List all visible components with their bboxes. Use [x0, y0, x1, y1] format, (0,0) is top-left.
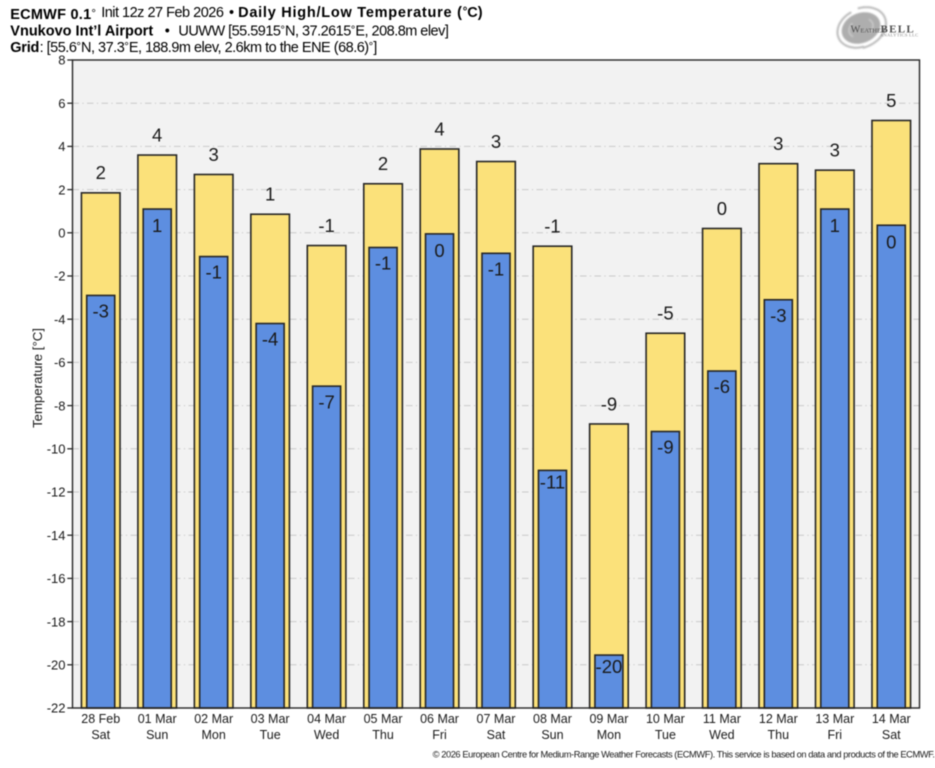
svg-text:05 Mar: 05 Mar [364, 712, 403, 726]
svg-text:0: 0 [717, 198, 727, 219]
svg-text:1: 1 [152, 215, 162, 236]
svg-text:ECMWF 0.1°Init 12z 27 Feb 2026: ECMWF 0.1° Init 12z 27 Feb 2026 • Daily Hi… [10, 5, 483, 23]
svg-text:-4: -4 [262, 329, 278, 350]
svg-text:Fri: Fri [432, 728, 447, 742]
svg-text:-22: -22 [47, 701, 66, 716]
svg-text:-18: -18 [47, 614, 66, 629]
svg-text:0: 0 [58, 226, 65, 241]
svg-text:4: 4 [434, 118, 444, 139]
svg-text:-16: -16 [47, 571, 66, 586]
svg-text:3: 3 [830, 139, 840, 160]
svg-text:4: 4 [152, 124, 162, 145]
svg-text:Temperature [°C]: Temperature [°C] [30, 328, 45, 428]
svg-text:BELL: BELL [881, 24, 916, 36]
svg-text:03 Mar: 03 Mar [251, 712, 290, 726]
svg-text:04 Mar: 04 Mar [307, 712, 346, 726]
svg-text:Sun: Sun [541, 728, 563, 742]
svg-text:-8: -8 [54, 398, 66, 413]
svg-text:10 Mar: 10 Mar [646, 712, 685, 726]
svg-text:-4: -4 [54, 312, 66, 327]
svg-text:-20: -20 [47, 658, 66, 673]
svg-text:Sat: Sat [882, 728, 901, 742]
svg-text:1: 1 [265, 184, 275, 205]
svg-text:12 Mar: 12 Mar [759, 712, 798, 726]
svg-text:-2: -2 [54, 269, 66, 284]
svg-text:-1: -1 [318, 215, 334, 236]
svg-text:-20: -20 [596, 656, 623, 677]
svg-text:-1: -1 [488, 258, 504, 279]
svg-text:-1: -1 [205, 262, 221, 283]
svg-text:Fri: Fri [828, 728, 843, 742]
svg-text:ANALYTICS LLC: ANALYTICS LLC [880, 32, 919, 37]
svg-text:4: 4 [58, 139, 65, 154]
svg-text:Wed: Wed [709, 728, 735, 742]
svg-text:-6: -6 [714, 376, 730, 397]
svg-text:13 Mar: 13 Mar [815, 712, 854, 726]
svg-text:Mon: Mon [597, 728, 621, 742]
svg-text:Tue: Tue [655, 728, 676, 742]
svg-text:8: 8 [58, 53, 65, 68]
svg-text:2: 2 [58, 182, 65, 197]
svg-text:2: 2 [378, 153, 388, 174]
svg-text:Tue: Tue [260, 728, 281, 742]
svg-text:-1: -1 [544, 215, 560, 236]
svg-text:06 Mar: 06 Mar [420, 712, 459, 726]
svg-text:WEATHER: WEATHER [851, 25, 887, 36]
svg-text:Grid: [55.6°N, 37.3°E, 188.9m: Grid: [55.6°N, 37.3°E, 188.9m elev, 2.6k… [10, 40, 377, 56]
svg-text:-10: -10 [47, 442, 66, 457]
svg-text:Mon: Mon [202, 728, 226, 742]
svg-text:Sun: Sun [146, 728, 168, 742]
svg-text:11 Mar: 11 Mar [703, 712, 741, 726]
svg-text:-1: -1 [375, 253, 391, 274]
svg-text:-9: -9 [601, 393, 617, 414]
svg-text:01 Mar: 01 Mar [138, 712, 177, 726]
svg-text:© 2026 European Centre for Med: © 2026 European Centre for Medium-Range … [433, 750, 935, 760]
svg-text:07 Mar: 07 Mar [477, 712, 516, 726]
svg-text:02 Mar: 02 Mar [194, 712, 233, 726]
svg-text:Sat: Sat [487, 728, 506, 742]
svg-text:-12: -12 [47, 485, 66, 500]
svg-text:28 Feb: 28 Feb [81, 712, 120, 726]
svg-text:6: 6 [58, 96, 65, 111]
svg-text:Vnukovo Int’l Airport•UUWW [55: Vnukovo Int’l Airport • UUWW [55.5915°N, 3… [10, 24, 448, 40]
svg-text:-3: -3 [770, 305, 786, 326]
svg-text:-14: -14 [47, 528, 66, 543]
svg-text:3: 3 [491, 131, 501, 152]
svg-text:5: 5 [886, 90, 896, 111]
svg-text:0: 0 [886, 231, 896, 252]
svg-text:-9: -9 [657, 437, 673, 458]
svg-text:3: 3 [209, 144, 219, 165]
svg-text:Thu: Thu [372, 728, 394, 742]
svg-text:-5: -5 [657, 303, 673, 324]
svg-text:Thu: Thu [768, 728, 790, 742]
svg-text:0: 0 [434, 240, 444, 261]
svg-text:-7: -7 [318, 391, 334, 412]
svg-text:08 Mar: 08 Mar [533, 712, 572, 726]
svg-text:09 Mar: 09 Mar [589, 712, 628, 726]
svg-text:Sat: Sat [91, 728, 110, 742]
svg-text:14 Mar: 14 Mar [872, 712, 911, 726]
svg-text:2: 2 [96, 162, 106, 183]
svg-text:-3: -3 [93, 301, 109, 322]
svg-text:-11: -11 [540, 471, 565, 492]
svg-text:1: 1 [830, 215, 840, 236]
svg-text:3: 3 [773, 133, 783, 154]
svg-text:Wed: Wed [314, 728, 340, 742]
svg-text:-6: -6 [54, 355, 66, 370]
